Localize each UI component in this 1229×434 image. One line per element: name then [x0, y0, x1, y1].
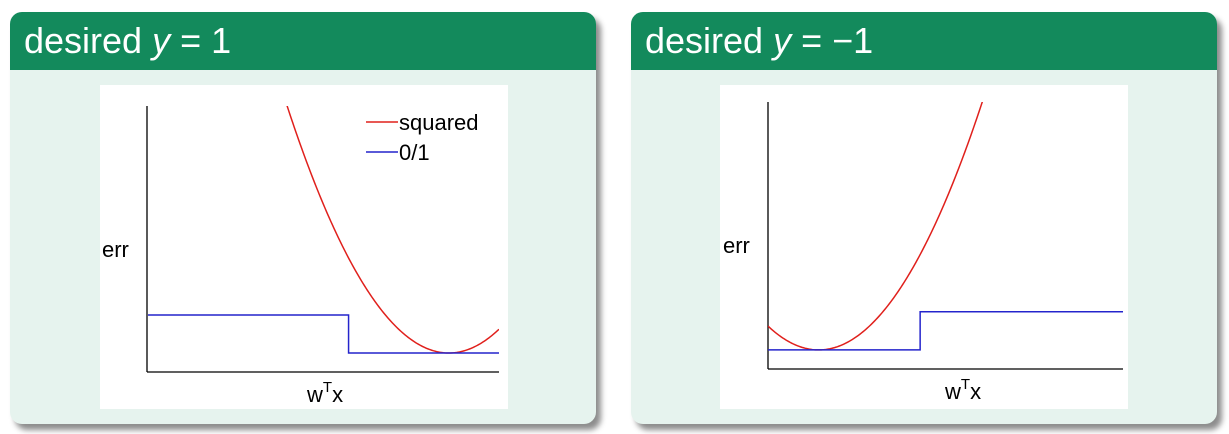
plot-area: err wTx — [720, 85, 1128, 409]
title-prefix: desired — [24, 20, 153, 61]
series-zero-one-line — [148, 314, 499, 354]
x-axis-label-base: w — [944, 379, 961, 404]
series-zero-one-line — [768, 311, 1123, 351]
plot-area: err wTx squared 0/1 — [100, 85, 508, 409]
title-variable: y — [152, 20, 171, 61]
series-group — [148, 106, 499, 354]
block-desired-y-minus-1: desired y = −1 err wTx — [631, 12, 1217, 424]
title-value: 1 — [211, 20, 232, 61]
title-prefix: desired — [645, 20, 774, 61]
title-equals: = — [791, 20, 833, 61]
x-axis-label-superscript: T — [961, 376, 970, 393]
y-axis-label: err — [723, 233, 750, 258]
x-axis-label-base: w — [306, 382, 323, 407]
x-axis-label: wTx — [944, 376, 981, 404]
block-title: desired y = −1 — [631, 12, 1217, 70]
title-equals: = — [170, 20, 212, 61]
legend-label-squared: squared — [399, 110, 479, 135]
series-squared-line — [768, 102, 984, 351]
title-variable: y — [773, 20, 792, 61]
x-axis-label-tail: x — [970, 379, 981, 404]
err-chart-svg: err wTx squared 0/1 — [102, 106, 499, 407]
block-title: desired y = 1 — [10, 12, 596, 70]
err-chart-svg: err wTx — [723, 102, 1123, 404]
legend-label-zero-one: 0/1 — [399, 140, 430, 165]
x-axis-label-superscript: T — [323, 379, 332, 396]
series-group — [768, 102, 1123, 351]
y-axis-label: err — [102, 237, 129, 262]
title-value: −1 — [832, 20, 874, 61]
x-axis-label: wTx — [306, 379, 343, 407]
x-axis-label-tail: x — [332, 382, 343, 407]
block-desired-y-1: desired y = 1 err wTx squared 0/1 — [10, 12, 596, 424]
legend: squared 0/1 — [366, 110, 479, 165]
